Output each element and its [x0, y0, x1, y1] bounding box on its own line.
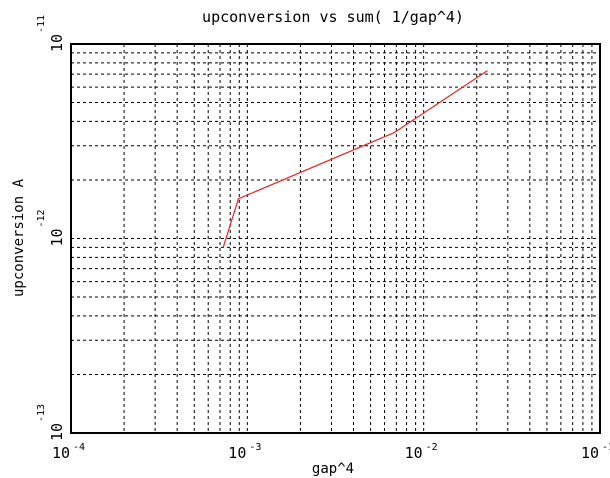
- svg-text:10: 10: [581, 444, 599, 462]
- y-tick-label: 10-11: [36, 15, 66, 52]
- y-tick-label: 10-12: [36, 209, 66, 246]
- svg-text:10: 10: [48, 34, 66, 52]
- grid: [71, 44, 600, 433]
- svg-text:10: 10: [52, 444, 70, 462]
- x-tick-label: 10 -4: [52, 442, 85, 462]
- x-tick-label: 10 -3: [228, 442, 261, 462]
- svg-text:10: 10: [228, 444, 246, 462]
- svg-text:10: 10: [48, 423, 66, 441]
- x-tick-label: 10 -2: [405, 442, 438, 462]
- svg-text:-13: -13: [36, 404, 47, 422]
- svg-text:10: 10: [405, 444, 423, 462]
- x-axis-label: gap^4: [312, 461, 354, 477]
- svg-text:-1: -1: [602, 442, 610, 453]
- svg-text:-3: -3: [249, 442, 261, 453]
- plot-frame: [70, 43, 601, 434]
- svg-text:10: 10: [48, 228, 66, 246]
- series: [222, 70, 488, 248]
- x-tick-label: 10-1: [581, 442, 610, 462]
- svg-text:-2: -2: [426, 442, 438, 453]
- chart-title: upconversion vs sum( 1/gap^4): [202, 8, 464, 26]
- y-tick-label: 10-13: [36, 404, 66, 441]
- svg-text:-12: -12: [36, 209, 47, 227]
- y-axis-label: upconversion A: [11, 178, 27, 297]
- svg-text:-4: -4: [73, 442, 85, 453]
- series-line: [222, 70, 488, 248]
- svg-text:-11: -11: [36, 15, 47, 33]
